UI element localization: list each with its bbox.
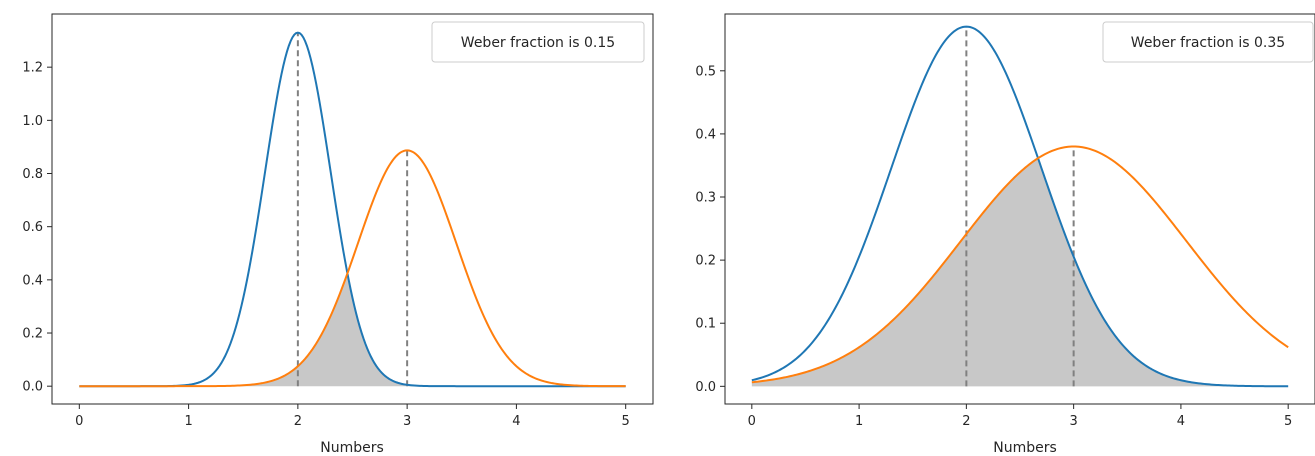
x-tick-label: 2 [962,414,970,429]
legend-box [431,21,645,63]
y-tick-label: 0.4 [695,127,716,142]
y-tick-label: 1.0 [22,114,43,129]
mean-lines-group [296,32,409,387]
x-ticks-group: 0 1 2 3 4 5 [75,404,630,429]
x-tick-label: 4 [1177,414,1185,429]
overlap-area-group [79,274,626,387]
x-tick-label: 1 [184,414,192,429]
x-tick-label: 2 [294,414,302,429]
x-tick-label: 3 [1069,414,1077,429]
x-tick-label: 4 [512,414,520,429]
x-axis-label: Numbers [993,440,1057,456]
x-ticks-group: 0 1 2 3 4 5 [748,404,1292,429]
y-tick-label: 0.4 [22,273,43,288]
x-tick-label: 0 [75,414,83,429]
legend-annotation: Weber fraction is 0.15 [461,35,615,51]
y-ticks-group: 0.0 0.2 0.4 0.6 0.8 1.0 1.2 [22,61,52,395]
chart-left: 0 1 2 3 4 5 0.0 0.2 0.4 0.6 0.8 1.0 1.2 Numbers Web… [22,13,654,456]
series-curve-1 [751,25,1289,388]
overlap-area [79,274,626,387]
x-tick-label: 0 [748,414,756,429]
chart-right: 0 1 2 3 4 5 0.0 0.1 0.2 0.3 0.4 0.5 Numbers Weber … [695,13,1315,456]
y-tick-label: 0.5 [695,64,716,79]
y-tick-label: 0.3 [695,191,716,206]
curves-group [751,25,1289,388]
series-curve-2 [751,145,1289,384]
y-tick-label: 1.2 [22,61,43,76]
x-tick-label: 1 [855,414,863,429]
x-axis-label: Numbers [320,440,384,456]
series-curve-2 [79,149,626,388]
y-tick-label: 0.1 [695,317,716,332]
y-tick-label: 0.2 [22,327,43,342]
overlap-area [751,158,1289,387]
legend-box [1102,21,1314,63]
y-tick-label: 0.0 [695,380,716,395]
plot-frame [724,13,1315,405]
legend: Weber fraction is 0.35 [1102,21,1314,63]
x-tick-label: 5 [1284,414,1292,429]
y-tick-label: 0.2 [695,254,716,269]
y-tick-label: 0.8 [22,167,43,182]
x-tick-label: 5 [622,414,630,429]
y-ticks-group: 0.0 0.1 0.2 0.3 0.4 0.5 [695,64,725,395]
legend: Weber fraction is 0.15 [431,21,645,63]
curves-group [79,31,626,388]
y-tick-label: 0.0 [22,380,43,395]
legend-annotation: Weber fraction is 0.35 [1131,35,1285,51]
y-tick-label: 0.6 [22,220,43,235]
x-tick-label: 3 [403,414,411,429]
overlap-area-group [751,158,1289,387]
plot-frame [51,13,654,405]
